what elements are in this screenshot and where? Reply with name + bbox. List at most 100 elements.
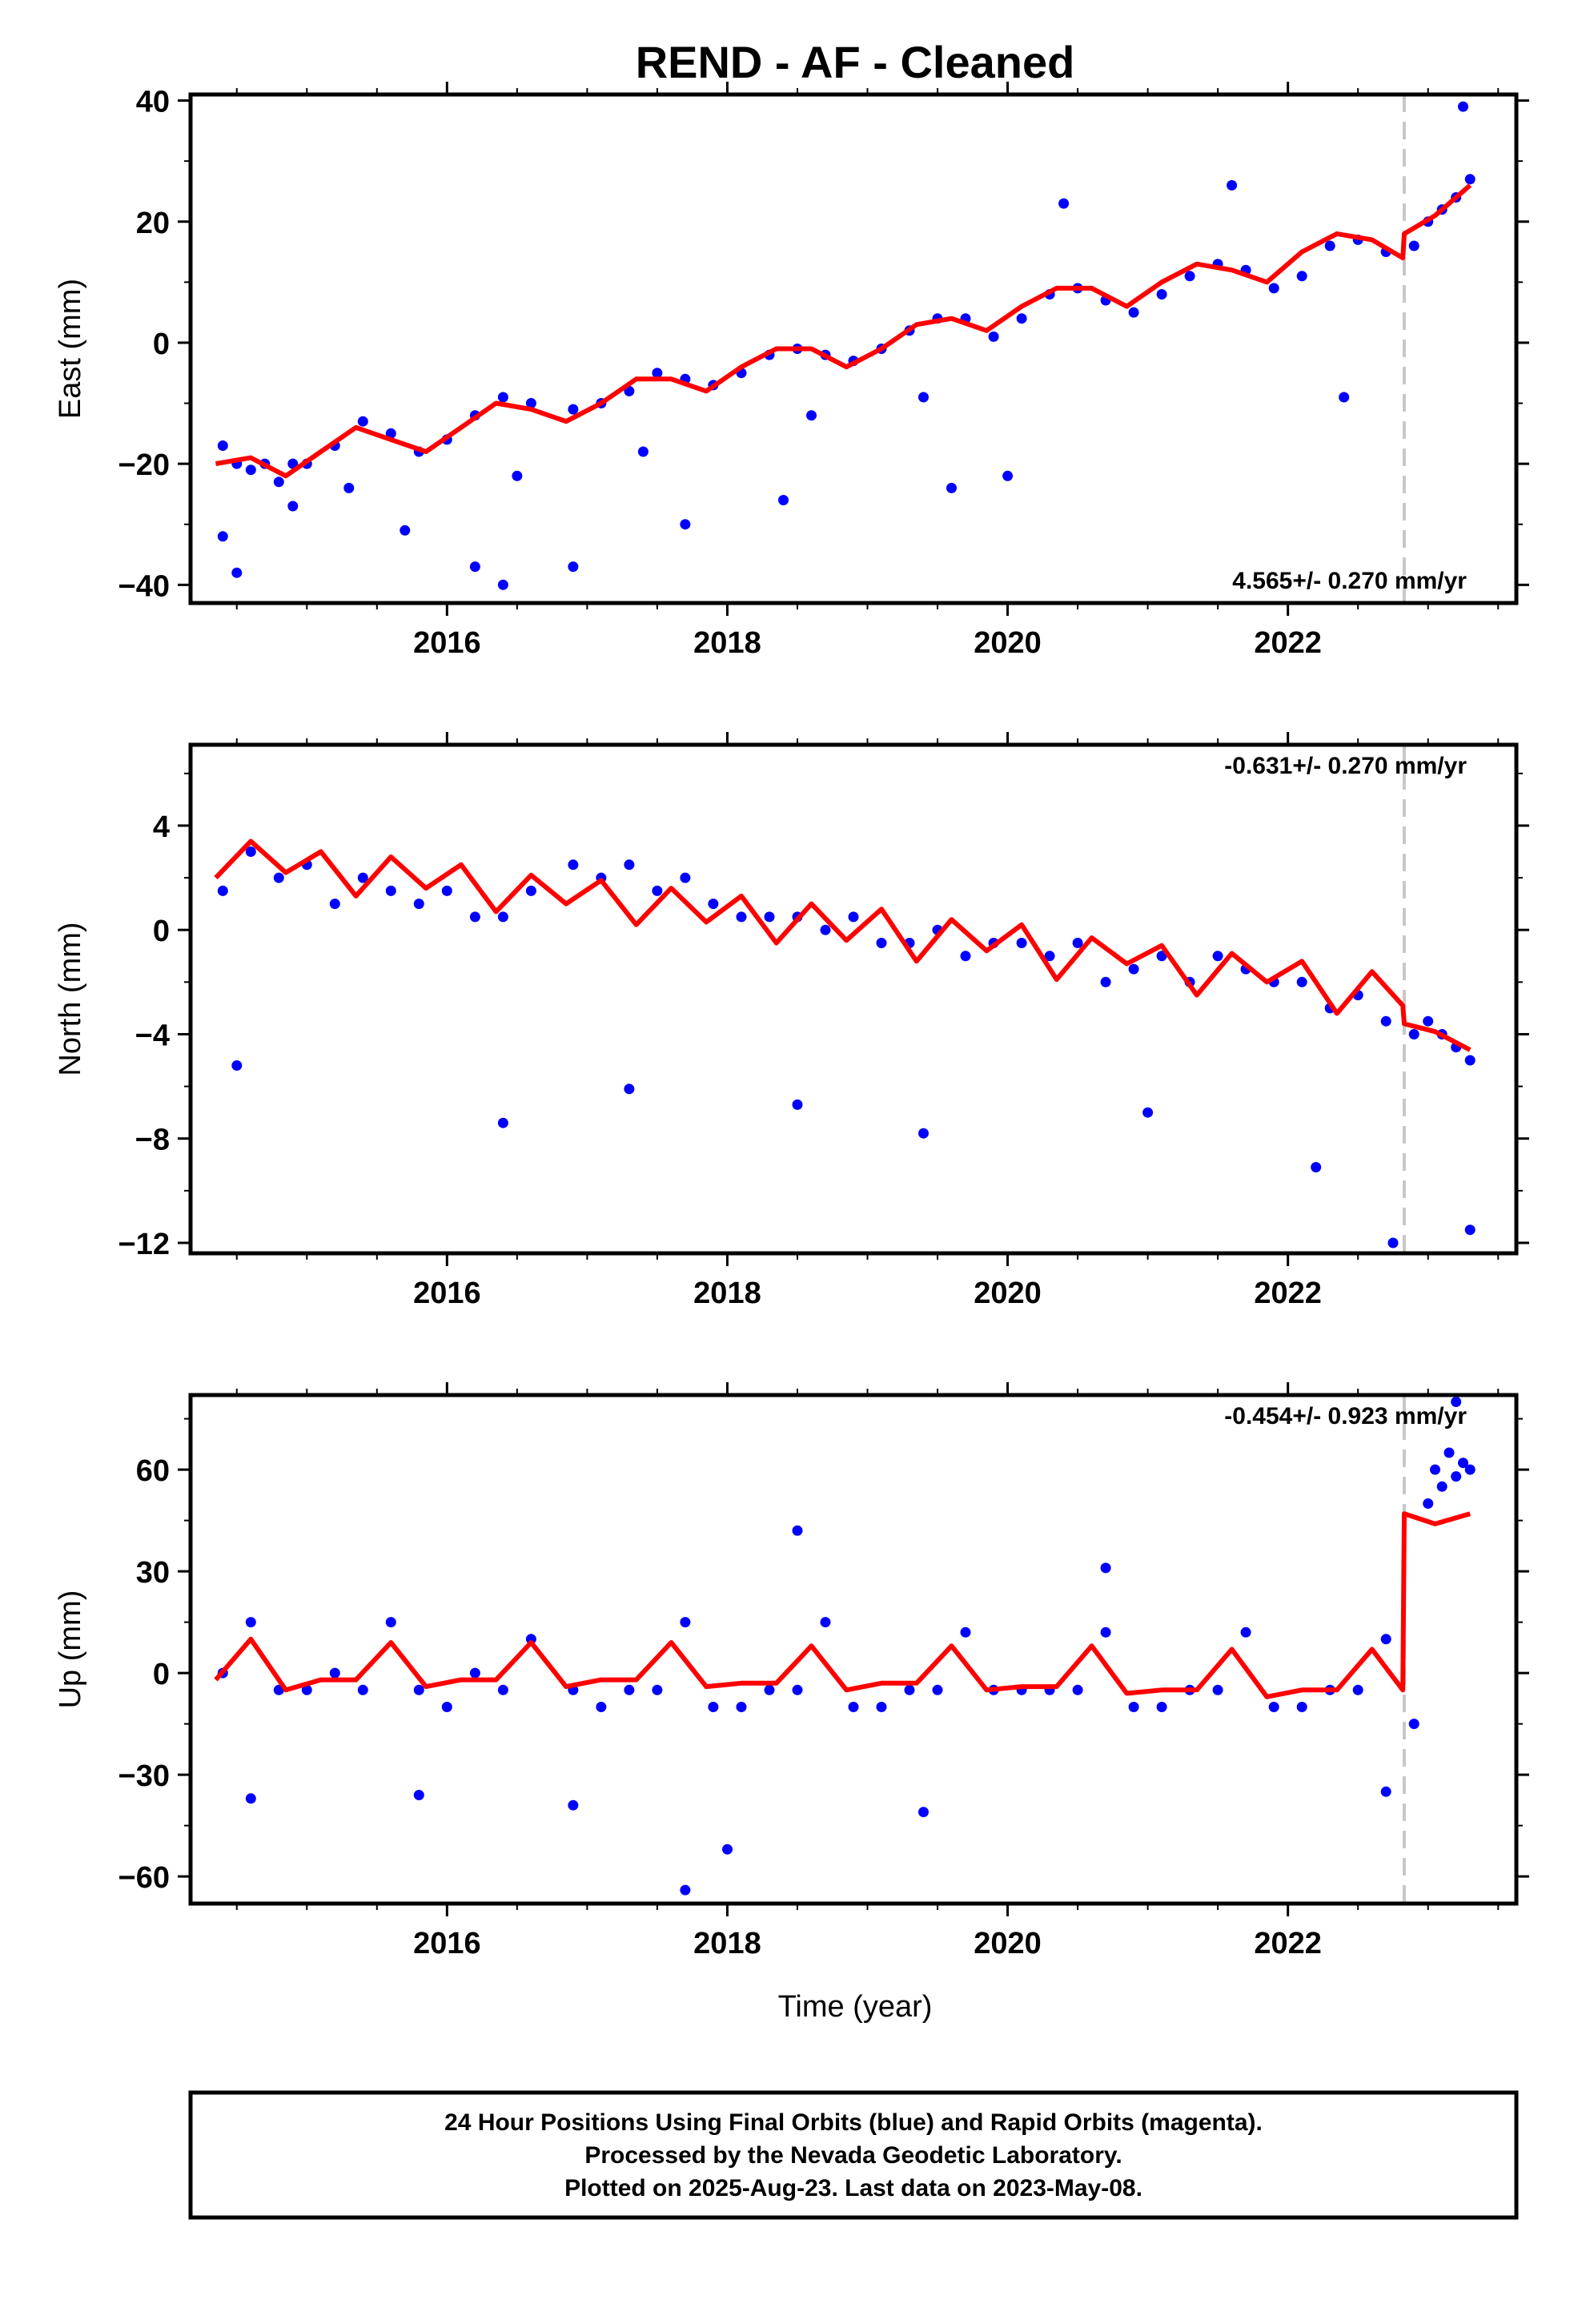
up-ticks: 2016 2018 2020 2022 −60 −30 0 30 60 — [118, 1382, 1529, 1960]
up-data-point — [525, 1634, 536, 1645]
up-plot-frame — [188, 1393, 1519, 1906]
east-data-point — [1324, 240, 1335, 251]
up-y-axis-label: Up (mm) — [54, 1590, 87, 1709]
up-data-point — [876, 1702, 887, 1712]
north-data-point — [1072, 938, 1083, 948]
up-x-tick-label: 2016 — [413, 1927, 481, 1960]
footer-line-1: 24 Hour Positions Using Final Orbits (bl… — [444, 2109, 1263, 2136]
east-data-point — [525, 398, 536, 408]
east-data-point — [1227, 179, 1238, 191]
up-data-point — [764, 1684, 775, 1695]
east-y-axis-label: East (mm) — [54, 279, 87, 419]
up-data-point — [1100, 1626, 1111, 1638]
east-data-point — [568, 561, 579, 573]
east-data-point — [1016, 313, 1027, 324]
east-x-tick-label: 2016 — [413, 626, 481, 660]
north-marks — [214, 745, 1476, 1253]
north-data-point — [960, 951, 971, 962]
north-rate-label: -0.631+/- 0.270 mm/yr — [1224, 753, 1467, 779]
north-data-point — [497, 911, 508, 923]
north-data-point — [413, 899, 424, 910]
north-data-point — [1016, 938, 1027, 948]
east-data-point — [1464, 174, 1476, 185]
north-panel: 2016 2018 2020 2022 −12 −8 −4 0 4 North (mm) -0.… — [54, 732, 1529, 1310]
east-y-tick-label: −20 — [118, 448, 170, 482]
up-data-point — [960, 1626, 971, 1638]
up-data-point — [469, 1667, 480, 1679]
north-y-tick-label: −12 — [118, 1228, 170, 1261]
up-data-point — [680, 1617, 691, 1628]
up-data-point — [652, 1684, 663, 1695]
north-data-point — [624, 1084, 635, 1095]
north-y-tick-label: −8 — [135, 1124, 170, 1157]
north-data-point — [736, 911, 747, 923]
east-data-point — [385, 428, 396, 439]
north-data-point — [385, 885, 396, 896]
north-data-point — [568, 859, 579, 870]
up-data-point — [708, 1702, 719, 1712]
north-data-point — [1128, 963, 1139, 975]
east-data-point — [512, 470, 523, 481]
up-y-tick-label: 60 — [136, 1454, 170, 1488]
up-data-point — [1212, 1684, 1223, 1695]
east-data-point — [497, 392, 508, 403]
up-data-point — [904, 1684, 915, 1695]
north-data-point — [357, 872, 368, 883]
east-x-tick-label: 2022 — [1254, 626, 1322, 660]
east-data-point — [1002, 470, 1014, 481]
east-data-point — [217, 440, 228, 451]
footer-line-3: Plotted on 2025-Aug-23. Last data on 202… — [564, 2175, 1142, 2201]
x-axis-label: Time (year) — [778, 1990, 933, 2024]
east-data-point — [231, 567, 243, 578]
up-data-point — [1100, 1562, 1111, 1574]
north-x-tick-label: 2016 — [413, 1277, 481, 1310]
east-data-point — [245, 464, 256, 476]
up-data-point — [722, 1844, 733, 1855]
up-data-point — [1296, 1702, 1307, 1712]
up-data-point — [1352, 1684, 1363, 1695]
east-data-point — [273, 476, 284, 488]
east-data-point — [988, 331, 999, 342]
north-data-point — [441, 885, 452, 896]
east-data-point — [1339, 392, 1350, 403]
north-data-point — [1212, 951, 1223, 962]
up-data-point — [1443, 1447, 1455, 1458]
east-x-tick-label: 2018 — [693, 626, 761, 660]
east-marks — [215, 94, 1476, 603]
up-data-point — [1458, 1458, 1468, 1469]
north-data-point — [1380, 1015, 1391, 1027]
north-data-point — [848, 911, 859, 923]
east-data-point — [497, 579, 508, 590]
up-data-point — [385, 1617, 396, 1628]
up-data-point — [1128, 1702, 1139, 1712]
up-data-point — [1240, 1626, 1251, 1638]
up-data-point — [1464, 1464, 1476, 1475]
footer-box: 24 Hour Positions Using Final Orbits (bl… — [188, 2090, 1519, 2220]
up-y-tick-label: −30 — [118, 1759, 170, 1793]
north-data-point — [1464, 1055, 1476, 1066]
east-data-point — [469, 561, 480, 573]
footer-line-2: Processed by the Nevada Geodetic Laborat… — [584, 2142, 1122, 2169]
up-data-point — [680, 1884, 691, 1896]
north-y-tick-label: 0 — [153, 915, 170, 948]
up-data-point — [1380, 1786, 1391, 1797]
east-data-point — [1268, 283, 1279, 294]
east-data-point — [680, 519, 691, 530]
north-data-point — [273, 872, 284, 883]
east-data-point — [918, 392, 929, 403]
east-data-point — [400, 525, 411, 536]
east-data-point — [1058, 198, 1070, 209]
north-data-point — [245, 846, 256, 857]
east-data-point — [357, 416, 368, 427]
up-data-point — [596, 1702, 607, 1712]
figure-title: REND - AF - Cleaned — [636, 37, 1075, 87]
east-rate-label: 4.565+/- 0.270 mm/yr — [1232, 568, 1467, 594]
footer-frame — [188, 2090, 1519, 2220]
north-data-point — [820, 924, 831, 935]
east-y-tick-label: 20 — [136, 207, 170, 240]
up-data-point — [1072, 1684, 1083, 1695]
north-data-point — [1423, 1015, 1434, 1027]
east-y-tick-label: 40 — [136, 86, 170, 119]
